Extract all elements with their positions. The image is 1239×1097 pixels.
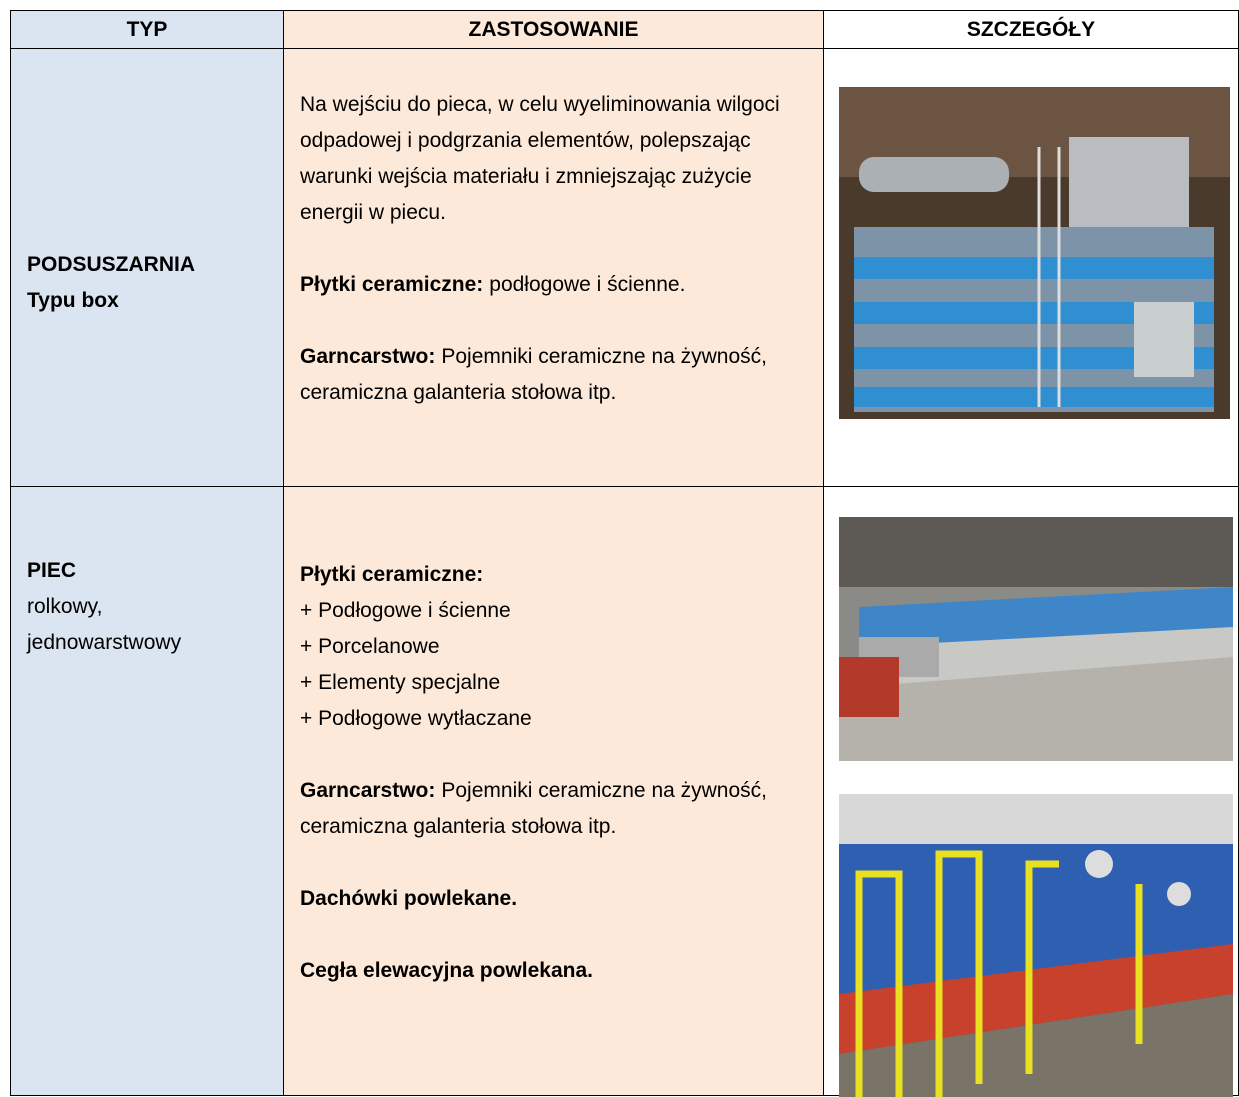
paragraph: Garncarstwo: Pojemniki ceramiczne na żywn…: [300, 339, 807, 411]
paragraph-label: Garncarstwo:: [300, 779, 436, 802]
photo-kiln: [839, 517, 1233, 761]
paragraph-text: Na wejściu do pieca, w celu wyeliminowan…: [300, 93, 780, 224]
paragraph-text: Pojemniki ceramiczne na żywność, ceramic…: [300, 345, 767, 404]
paragraph: Płytki ceramiczne: + Podłogowe i ścienne +…: [300, 557, 807, 737]
paragraph-label: Garncarstwo:: [300, 345, 436, 368]
type-cell: PODSUSZARNIA Typu box: [10, 48, 284, 487]
header-cell: TYP: [10, 10, 284, 49]
paragraph-text: Pojemniki ceramiczne na żywność, ceramic…: [300, 779, 767, 838]
use-cell: Na wejściu do pieca, w celu wyeliminowan…: [283, 48, 824, 487]
paragraph: Płytki ceramiczne: podłogowe i ścienne.: [300, 267, 807, 303]
use-cell: Płytki ceramiczne: + Podłogowe i ścienne +…: [283, 486, 824, 1096]
type-title: PIEC: [27, 559, 77, 582]
paragraph-label: Płytki ceramiczne:: [300, 273, 484, 296]
paragraph: Cegła elewacyjna powlekana.: [300, 953, 807, 989]
list-item: + Elementy specjalne: [300, 671, 501, 694]
detail-cell: [823, 486, 1239, 1097]
list-item: + Porcelanowe: [300, 635, 440, 658]
photo-dryer: [839, 87, 1230, 419]
paragraph-text: podłogowe i ścienne.: [489, 273, 686, 296]
list-item: + Podłogowe i ścienne: [300, 599, 511, 622]
list-item: + Podłogowe wytłaczane: [300, 707, 532, 730]
paragraph-label: Płytki ceramiczne:: [300, 563, 484, 586]
type-title: PODSUSZARNIA: [27, 253, 196, 276]
header-cell: ZASTOSOWANIE: [283, 10, 824, 49]
type-subtitle: rolkowy, jednowarstwowy: [27, 595, 182, 654]
header-cell: SZCZEGÓŁY: [823, 10, 1239, 49]
paragraph-label: Dachówki powlekane.: [300, 887, 518, 910]
paragraph-label: Cegła elewacyjna powlekana.: [300, 959, 593, 982]
photo-burners: [839, 794, 1233, 1097]
paragraph: Na wejściu do pieca, w celu wyeliminowan…: [300, 87, 807, 231]
type-cell: PIEC rolkowy, jednowarstwowy: [10, 486, 284, 1096]
paragraph: Dachówki powlekane.: [300, 881, 807, 917]
paragraph: Garncarstwo: Pojemniki ceramiczne na żywn…: [300, 773, 807, 845]
type-subtitle: Typu box: [27, 289, 119, 312]
detail-cell: [823, 48, 1239, 487]
